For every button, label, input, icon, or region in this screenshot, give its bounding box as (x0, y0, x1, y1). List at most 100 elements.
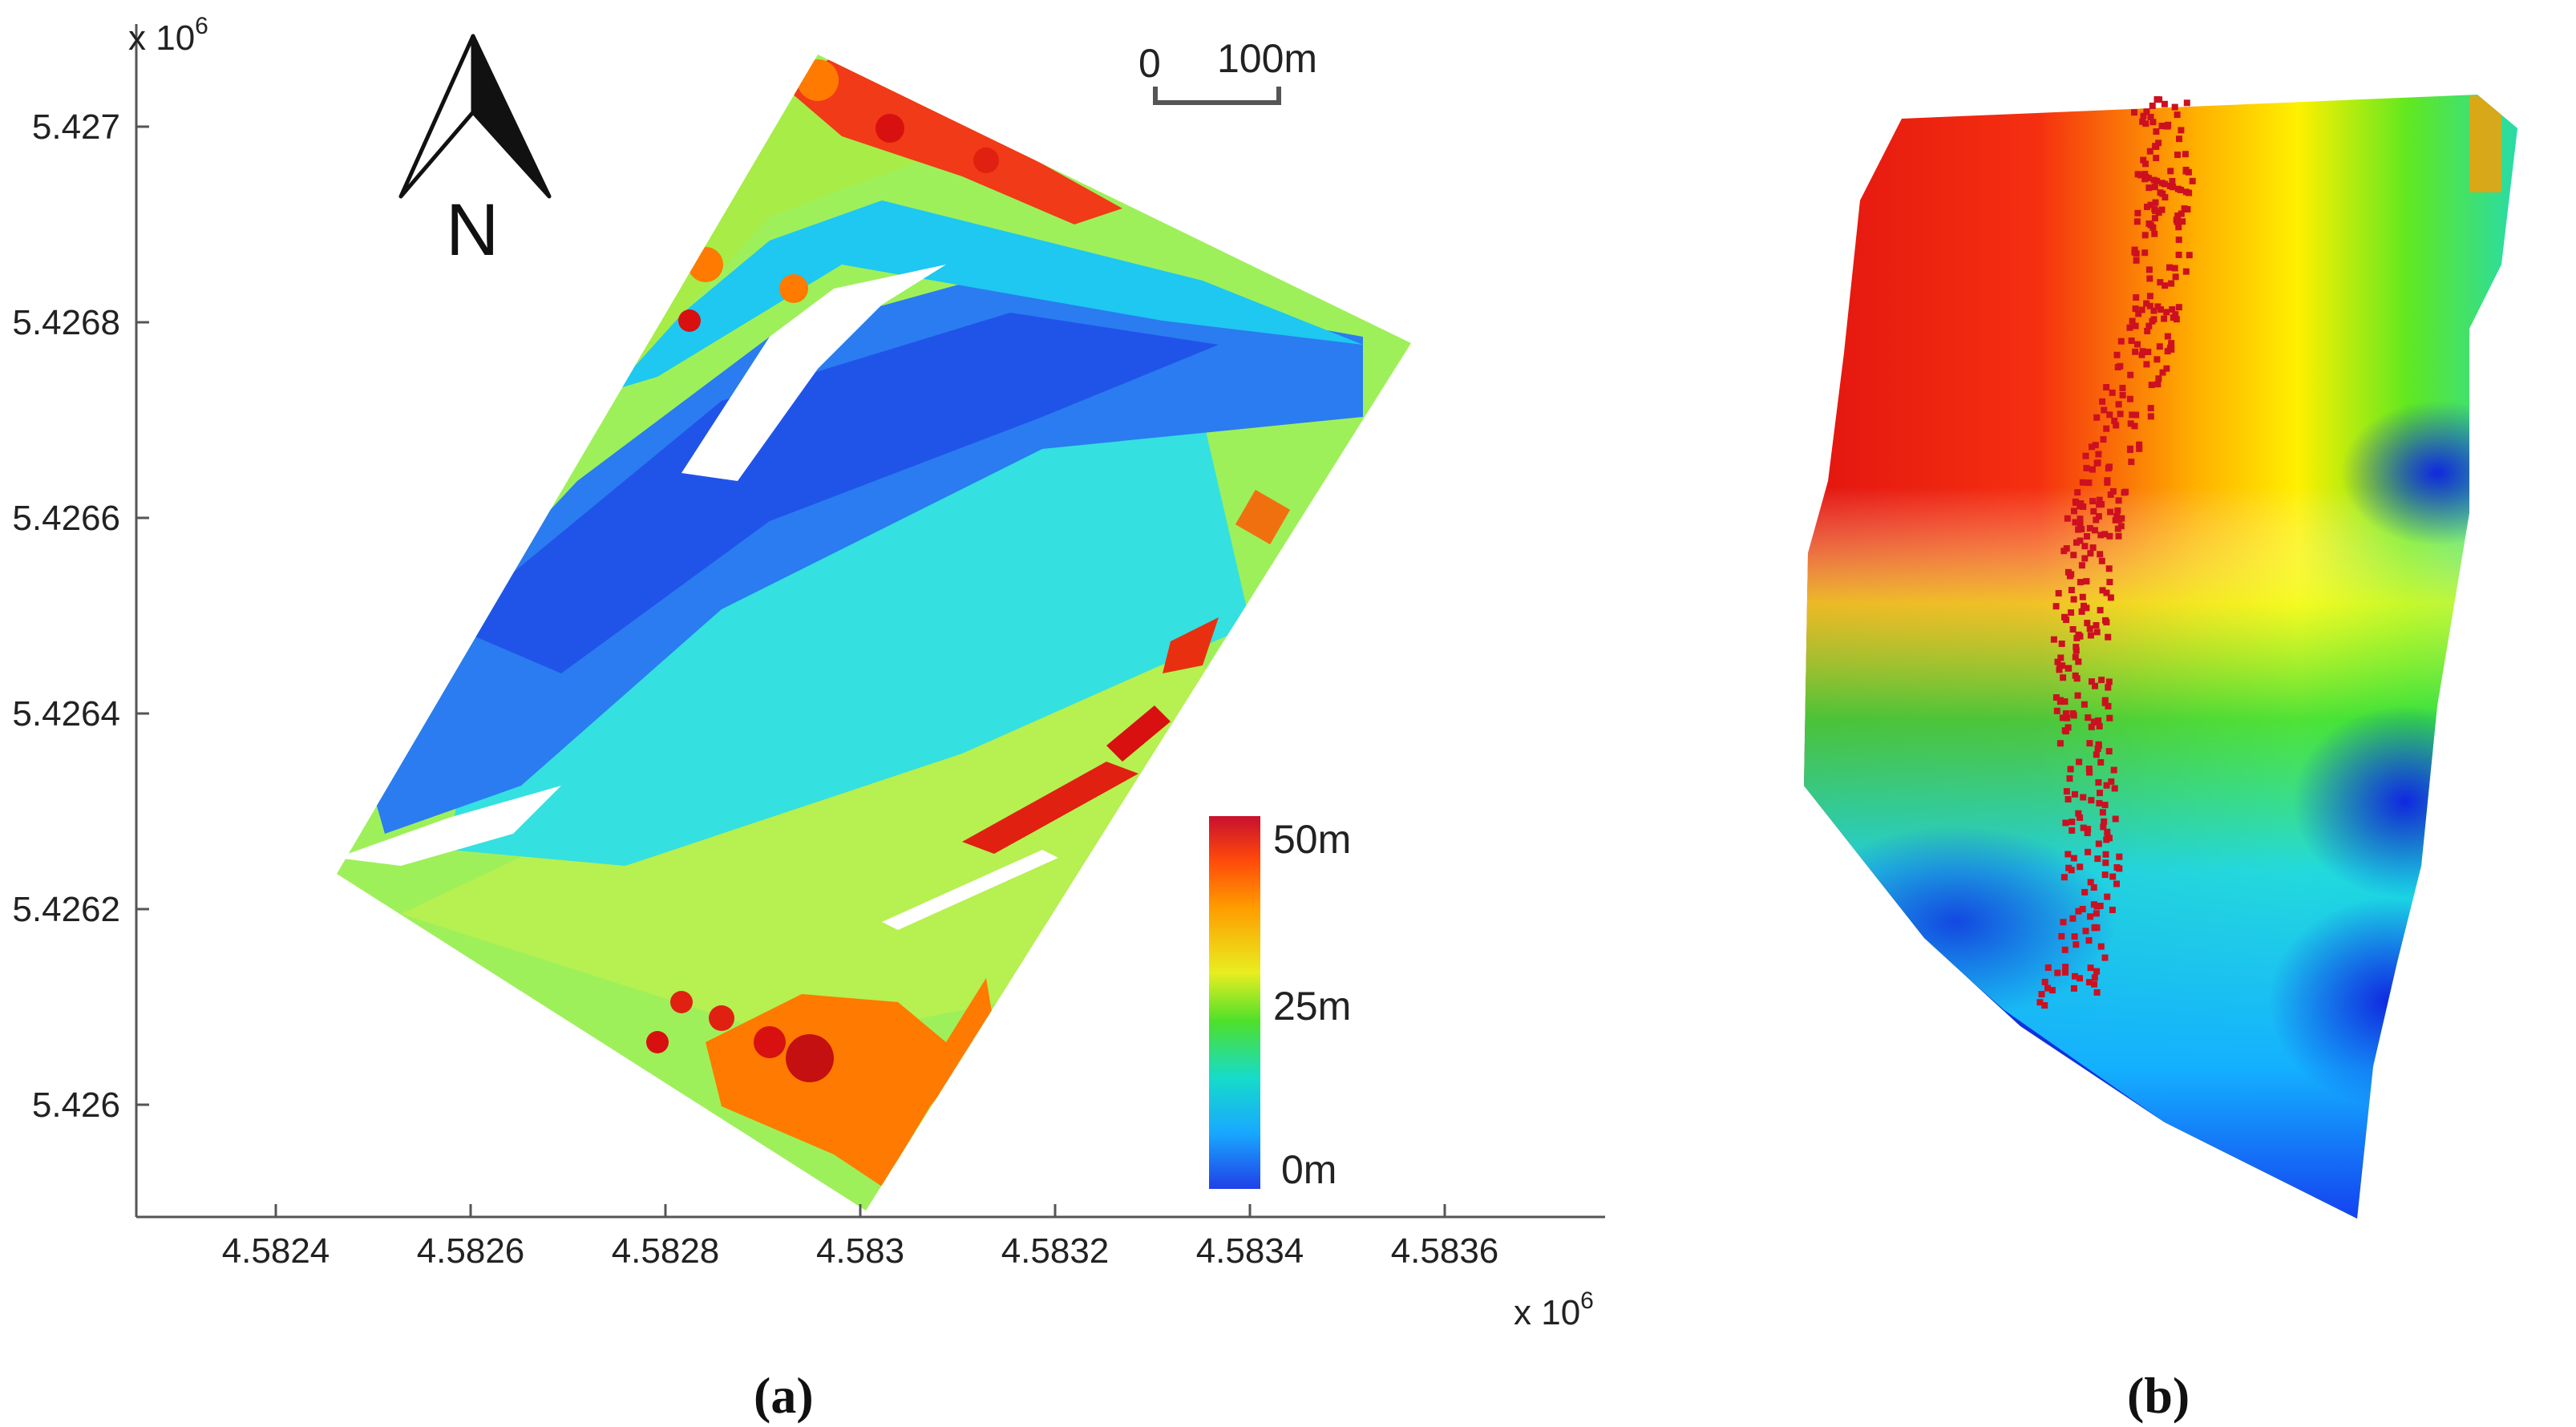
red-point (2085, 848, 2092, 855)
red-point (2083, 464, 2090, 471)
red-point (2186, 252, 2193, 259)
red-point (2122, 488, 2129, 495)
red-point (2064, 796, 2072, 802)
red-point (2146, 302, 2153, 309)
red-point (2186, 189, 2193, 196)
red-point (2159, 190, 2166, 197)
red-point (2061, 698, 2068, 705)
red-point (2157, 279, 2164, 286)
red-point (2092, 682, 2098, 689)
red-point (2052, 603, 2060, 610)
red-point (2084, 620, 2091, 627)
red-point (2167, 168, 2174, 175)
red-point (2151, 215, 2158, 222)
red-point (2141, 232, 2149, 239)
red-point (2182, 167, 2190, 173)
red-point (2073, 675, 2081, 682)
panel-b: (b) (1804, 95, 2517, 1424)
red-point (2099, 398, 2106, 405)
red-point (2147, 114, 2154, 120)
red-point (2081, 543, 2089, 550)
red-point (2141, 249, 2149, 257)
red-point (2080, 824, 2087, 831)
red-point (2109, 487, 2117, 495)
red-point (2115, 401, 2122, 408)
red-point (2086, 524, 2093, 532)
panel-b-label: (b) (2127, 1367, 2190, 1424)
red-point (2106, 714, 2113, 722)
red-point (2158, 123, 2166, 129)
red-point (2165, 121, 2172, 128)
red-point (2163, 365, 2170, 372)
red-point (2073, 647, 2080, 654)
red-point (2089, 678, 2095, 685)
red-point (2093, 751, 2100, 758)
red-point (2135, 310, 2142, 317)
red-point (2178, 210, 2185, 217)
red-point (2068, 827, 2076, 834)
red-point (2101, 954, 2109, 961)
red-point (2126, 324, 2133, 331)
red-point (2086, 979, 2093, 986)
red-point (2092, 442, 2099, 449)
red-point (2146, 148, 2153, 155)
red-point (2174, 212, 2182, 220)
red-point (2129, 411, 2136, 418)
red-point (2105, 678, 2113, 685)
colorbar-label-bottom: 0m (1281, 1147, 1337, 1192)
red-point (2085, 479, 2093, 487)
red-point (2127, 445, 2133, 452)
red-point (2084, 830, 2091, 836)
red-point (2097, 758, 2105, 766)
red-point (2038, 991, 2045, 998)
red-point (2129, 317, 2136, 325)
red-point (2143, 361, 2150, 368)
red-point (2133, 411, 2140, 418)
red-point (2070, 552, 2077, 559)
red-point (2096, 799, 2103, 806)
red-point (2060, 674, 2067, 681)
x-exponent-label: x 106 (1514, 1288, 1594, 1332)
red-point (2115, 532, 2122, 540)
red-point (2136, 445, 2143, 452)
red-point (2178, 187, 2185, 193)
red-point (2137, 172, 2144, 179)
red-point (2113, 351, 2121, 358)
red-point (2131, 109, 2137, 116)
red-point (2052, 694, 2060, 701)
red-point (2127, 420, 2134, 427)
red-point (2153, 96, 2161, 103)
red-point (2151, 205, 2158, 212)
red-point (2155, 375, 2162, 382)
y-ticks-a: 5.427 5.4268 5.4266 5.4264 5.4262 5.426 (12, 107, 149, 1125)
x-tick-label: 4.5824 (222, 1231, 330, 1271)
y-tick-label: 5.427 (32, 107, 120, 147)
red-point (2132, 348, 2139, 355)
red-point (2067, 766, 2074, 773)
red-point (2101, 697, 2109, 704)
red-point (2178, 127, 2185, 134)
red-point (2058, 932, 2065, 940)
red-point (2119, 391, 2126, 398)
red-point (2083, 578, 2090, 585)
red-point (2113, 422, 2120, 429)
y-tick-label: 5.4262 (12, 890, 120, 929)
red-point (2145, 349, 2152, 355)
red-point (2094, 855, 2101, 863)
red-point (2097, 790, 2103, 797)
red-point (2099, 809, 2106, 816)
red-point (2168, 340, 2175, 347)
red-point (2172, 273, 2179, 281)
red-point (2075, 908, 2082, 915)
red-point (2181, 205, 2188, 212)
colorbar: 50m 25m 0m (1209, 816, 1351, 1192)
red-point (2146, 275, 2153, 282)
red-point (2085, 826, 2092, 833)
red-point (2081, 888, 2089, 895)
x-tick-label: 4.5836 (1391, 1231, 1499, 1271)
red-point (2056, 698, 2064, 705)
red-point (2152, 199, 2159, 206)
red-point (2117, 410, 2124, 418)
y-tick-label: 5.426 (32, 1085, 120, 1125)
red-point (2139, 348, 2146, 355)
